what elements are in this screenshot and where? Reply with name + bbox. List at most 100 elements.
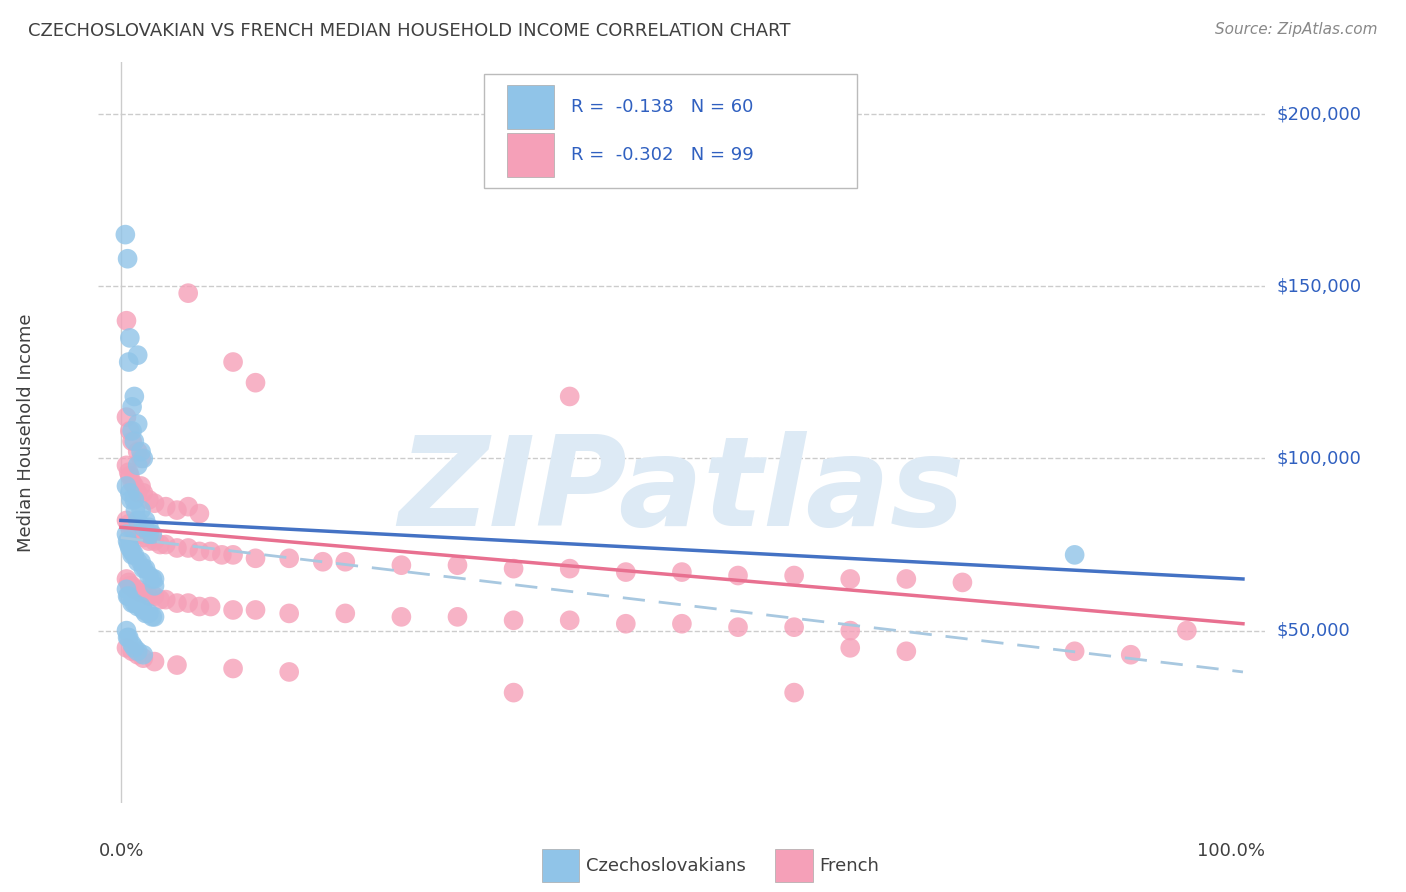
Point xyxy=(117,252,139,266)
Point xyxy=(132,531,155,545)
Point xyxy=(127,417,149,431)
Point xyxy=(502,685,524,699)
Point xyxy=(121,424,143,438)
Point xyxy=(839,640,862,655)
Point xyxy=(118,520,141,534)
Point xyxy=(149,537,172,551)
Point xyxy=(141,610,163,624)
Point xyxy=(118,331,141,345)
Point xyxy=(143,579,166,593)
Text: R =  -0.138   N = 60: R = -0.138 N = 60 xyxy=(571,98,754,116)
Point xyxy=(166,503,188,517)
Text: Source: ZipAtlas.com: Source: ZipAtlas.com xyxy=(1215,22,1378,37)
Text: Median Household Income: Median Household Income xyxy=(17,313,35,552)
Point xyxy=(143,655,166,669)
Point xyxy=(896,572,918,586)
Point xyxy=(558,561,581,575)
Point xyxy=(1063,548,1085,562)
Point xyxy=(839,624,862,638)
Point xyxy=(127,644,149,658)
Point xyxy=(222,548,245,562)
Point xyxy=(389,558,412,573)
Point xyxy=(177,286,200,301)
Point xyxy=(446,558,468,573)
FancyBboxPatch shape xyxy=(508,85,554,129)
Point xyxy=(155,500,177,514)
Point xyxy=(129,451,152,466)
Text: $200,000: $200,000 xyxy=(1277,105,1361,123)
Point xyxy=(115,314,138,328)
Point xyxy=(132,486,155,500)
Point xyxy=(121,548,143,562)
Point xyxy=(135,513,157,527)
Text: CZECHOSLOVAKIAN VS FRENCH MEDIAN HOUSEHOLD INCOME CORRELATION CHART: CZECHOSLOVAKIAN VS FRENCH MEDIAN HOUSEHO… xyxy=(28,22,790,40)
Point xyxy=(118,541,141,555)
Point xyxy=(245,376,267,390)
Point xyxy=(121,544,143,558)
Text: French: French xyxy=(820,856,880,875)
Point xyxy=(177,596,200,610)
Point xyxy=(502,561,524,575)
Point xyxy=(120,492,142,507)
Point xyxy=(115,458,138,473)
Point xyxy=(1063,644,1085,658)
Point xyxy=(312,555,335,569)
Point xyxy=(127,513,149,527)
Point xyxy=(132,648,155,662)
Point xyxy=(121,644,143,658)
Point xyxy=(783,568,806,582)
Point xyxy=(138,520,160,534)
Point xyxy=(115,527,138,541)
Point xyxy=(188,544,211,558)
Point xyxy=(129,503,152,517)
Point xyxy=(177,541,200,555)
Point xyxy=(121,596,143,610)
Point xyxy=(129,479,152,493)
Point xyxy=(124,582,146,597)
Point xyxy=(132,520,155,534)
Point xyxy=(127,348,149,362)
Point xyxy=(124,389,146,403)
Text: $50,000: $50,000 xyxy=(1277,622,1350,640)
Point xyxy=(121,520,143,534)
FancyBboxPatch shape xyxy=(775,849,813,882)
Point xyxy=(121,579,143,593)
Point xyxy=(114,227,136,242)
Point xyxy=(278,607,301,621)
Point xyxy=(118,465,141,479)
Point xyxy=(143,496,166,510)
Point xyxy=(200,599,222,614)
Point xyxy=(127,486,149,500)
Point xyxy=(132,586,155,600)
Point xyxy=(335,607,357,621)
Point xyxy=(138,589,160,603)
Point xyxy=(138,607,160,621)
Point xyxy=(118,579,141,593)
Point xyxy=(245,603,267,617)
Point xyxy=(118,424,141,438)
Point xyxy=(118,537,141,551)
Point xyxy=(118,589,141,603)
Text: 100.0%: 100.0% xyxy=(1198,842,1265,860)
Point xyxy=(121,400,143,414)
Point xyxy=(177,500,200,514)
Point xyxy=(166,596,188,610)
Point xyxy=(222,603,245,617)
Point xyxy=(155,537,177,551)
Text: Czechoslovakians: Czechoslovakians xyxy=(586,856,747,875)
Point xyxy=(115,572,138,586)
Point xyxy=(188,599,211,614)
Point xyxy=(558,613,581,627)
Point xyxy=(115,479,138,493)
Point xyxy=(614,565,637,579)
Point xyxy=(124,434,146,449)
Point xyxy=(222,355,245,369)
Point xyxy=(129,586,152,600)
Point xyxy=(138,527,160,541)
Point xyxy=(1175,624,1198,638)
Point xyxy=(278,665,301,679)
Point xyxy=(222,661,245,675)
Point xyxy=(115,624,138,638)
Point xyxy=(117,589,139,603)
Point xyxy=(117,534,139,549)
